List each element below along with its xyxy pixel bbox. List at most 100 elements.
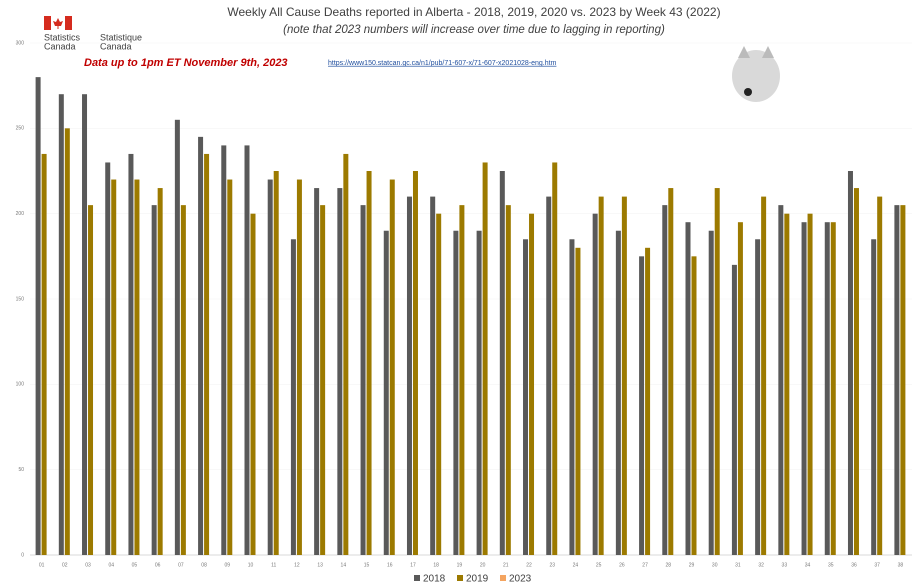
flag-band [65, 16, 72, 30]
legend-label: 2019 [466, 574, 489, 585]
bar [569, 239, 575, 555]
bar [204, 153, 210, 555]
bar [830, 222, 836, 555]
y-tick-label: 250 [16, 126, 25, 132]
bar [128, 153, 134, 555]
bar [505, 205, 511, 555]
annotation: Data up to 1pm ET November 9th, 2023 [84, 57, 288, 69]
x-tick-label: 09 [225, 562, 231, 568]
bar [807, 213, 813, 555]
x-tick-label: 36 [851, 562, 857, 568]
x-tick-label: 13 [317, 562, 323, 568]
x-tick-label: 17 [410, 562, 416, 568]
x-tick-label: 27 [642, 562, 648, 568]
x-tick-label: 14 [341, 562, 347, 568]
bar [755, 239, 761, 555]
legend-swatch [457, 575, 463, 581]
bar [412, 171, 418, 555]
bar [436, 213, 442, 555]
bar [273, 171, 279, 555]
bar [174, 119, 180, 556]
bar [111, 179, 117, 556]
bar [314, 188, 320, 556]
x-tick-label: 37 [874, 562, 880, 568]
x-tick-label: 11 [271, 562, 276, 568]
x-tick-label: 23 [549, 562, 555, 568]
x-tick-label: 38 [898, 562, 904, 568]
x-tick-label: 02 [62, 562, 68, 568]
x-tick-label: 08 [201, 562, 207, 568]
y-tick-label: 100 [16, 382, 25, 388]
x-tick-label: 22 [526, 562, 532, 568]
bar [227, 179, 233, 556]
chart-title: Weekly All Cause Deaths reported in Albe… [227, 5, 720, 19]
y-tick-label: 200 [16, 211, 25, 217]
bar [685, 222, 691, 555]
bar [35, 77, 41, 555]
bar [523, 239, 529, 555]
legend-swatch [414, 575, 420, 581]
y-tick-label: 50 [18, 467, 24, 473]
x-tick-label: 34 [805, 562, 811, 568]
logo-text: Canada [100, 41, 132, 51]
x-tick-label: 25 [596, 562, 602, 568]
bar [180, 205, 186, 555]
bar [453, 230, 459, 555]
x-tick-label: 32 [758, 562, 764, 568]
source-link[interactable]: https://www150.statcan.gc.ca/n1/pub/71-6… [328, 60, 557, 67]
bar [337, 188, 343, 556]
x-tick-label: 01 [39, 562, 45, 568]
y-tick-label: 150 [16, 296, 25, 302]
bar [389, 179, 395, 556]
y-tick-label: 0 [21, 552, 24, 558]
bar [645, 247, 651, 556]
logo-text: Statistics [44, 32, 81, 42]
bar [592, 213, 598, 555]
x-tick-label: 19 [457, 562, 463, 568]
bar [621, 196, 627, 555]
x-tick-label: 24 [573, 562, 579, 568]
logo-text: Canada [44, 41, 76, 51]
bar [598, 196, 604, 555]
x-tick-label: 33 [782, 562, 788, 568]
bar [784, 213, 790, 555]
logo-text: Statistique [100, 32, 142, 42]
bar [847, 171, 853, 555]
x-tick-label: 15 [364, 562, 370, 568]
bar [221, 145, 227, 555]
bar [546, 196, 552, 555]
legend-label: 2023 [509, 574, 532, 585]
x-tick-label: 28 [666, 562, 672, 568]
bar [529, 213, 535, 555]
x-tick-label: 30 [712, 562, 718, 568]
x-tick-label: 31 [735, 562, 741, 568]
bar [290, 239, 296, 555]
bar [320, 205, 326, 555]
x-tick-label: 29 [689, 562, 695, 568]
bar [198, 136, 204, 555]
bar [575, 247, 581, 556]
bar [459, 205, 465, 555]
chart-subtitle: (note that 2023 numbers will increase ov… [283, 24, 665, 36]
bar [244, 145, 250, 555]
bar [482, 162, 488, 555]
x-tick-label: 03 [85, 562, 91, 568]
bar [476, 230, 482, 555]
bar [499, 171, 505, 555]
x-tick-label: 18 [433, 562, 439, 568]
bar [41, 153, 47, 555]
bar [366, 171, 372, 555]
x-tick-label: 20 [480, 562, 486, 568]
maple-leaf [53, 18, 63, 29]
bar [871, 239, 877, 555]
flag-band [44, 16, 51, 30]
bar [406, 196, 412, 555]
bar [296, 179, 302, 556]
x-tick-label: 05 [132, 562, 138, 568]
bar [714, 188, 720, 556]
bar [708, 230, 714, 555]
x-tick-label: 26 [619, 562, 625, 568]
bar [82, 94, 88, 555]
x-tick-label: 07 [178, 562, 184, 568]
